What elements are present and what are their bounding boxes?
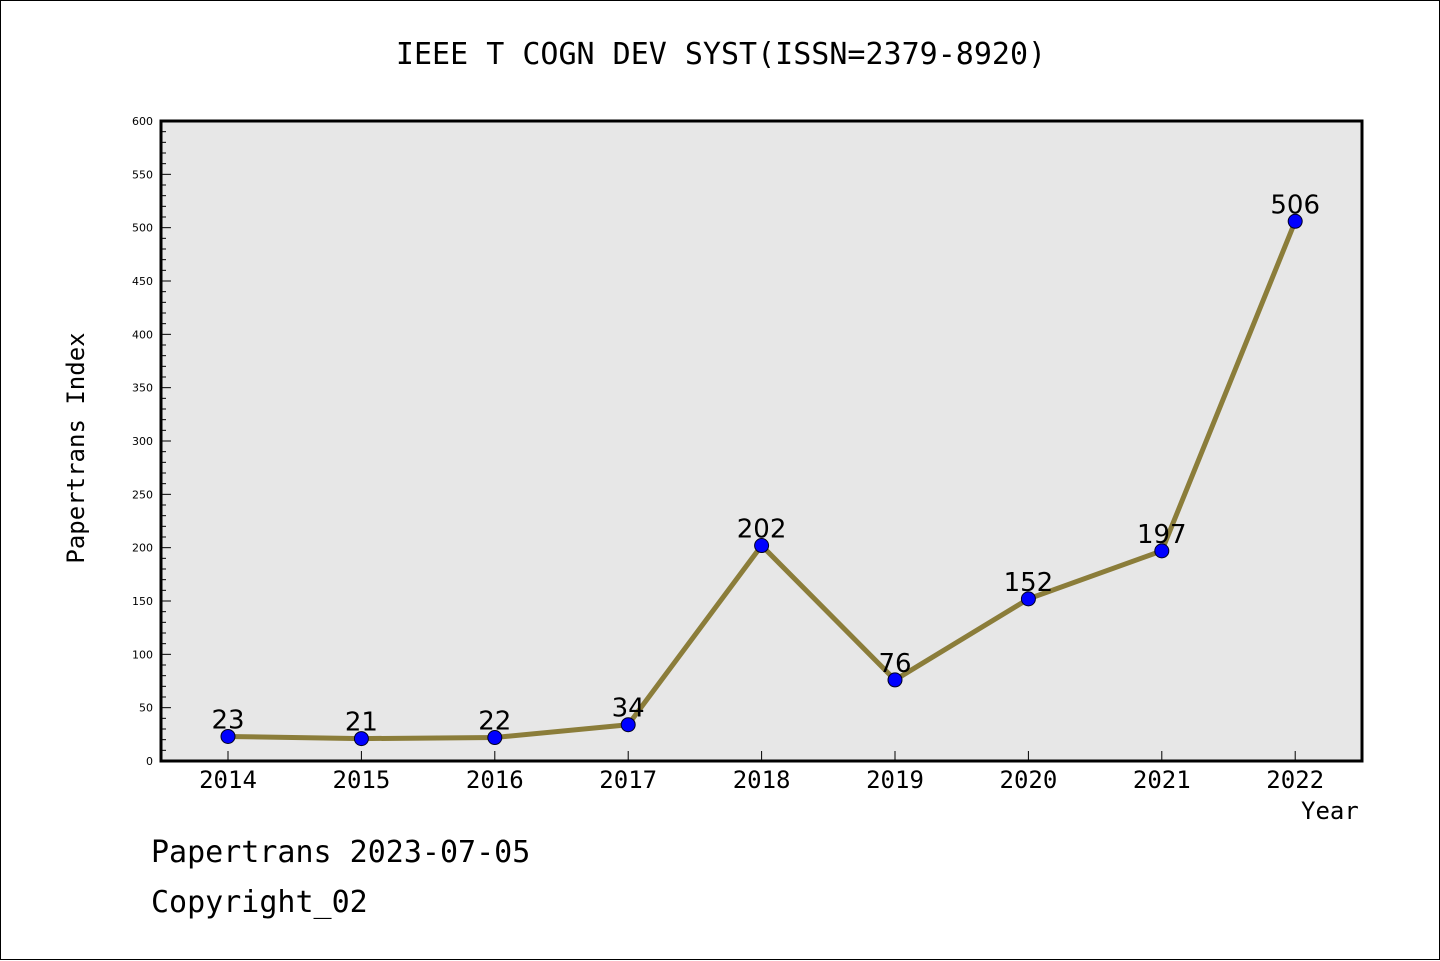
data-label: 21 bbox=[345, 708, 378, 738]
data-label: 152 bbox=[1004, 568, 1054, 598]
data-label: 22 bbox=[478, 707, 511, 737]
data-label: 23 bbox=[211, 705, 244, 735]
y-tick-label: 150 bbox=[132, 595, 153, 608]
chart-title: IEEE T COGN DEV SYST(ISSN=2379-8920) bbox=[395, 37, 1047, 72]
plot-border bbox=[159, 119, 1364, 763]
y-tick-label: 200 bbox=[132, 542, 153, 555]
y-tick-label: 350 bbox=[132, 382, 153, 395]
y-tick-label: 250 bbox=[132, 488, 153, 501]
y-tick-label: 100 bbox=[132, 648, 153, 661]
x-tick-label: 2014 bbox=[199, 766, 257, 794]
plot-area bbox=[161, 121, 1362, 761]
data-point bbox=[754, 538, 770, 554]
x-tick-label: 2020 bbox=[1000, 766, 1058, 794]
footer-copyright: Copyright_02 bbox=[151, 885, 368, 920]
data-point bbox=[220, 728, 236, 744]
footer-date: Papertrans 2023-07-05 bbox=[151, 835, 531, 870]
x-tick-label: 2021 bbox=[1133, 766, 1191, 794]
y-tick-label: 300 bbox=[132, 435, 153, 448]
data-point bbox=[620, 717, 636, 733]
x-axis-label: Year bbox=[1301, 797, 1359, 825]
x-tick-label: 2018 bbox=[733, 766, 791, 794]
data-point bbox=[353, 731, 369, 747]
data-point bbox=[487, 730, 503, 746]
x-tick-label: 2016 bbox=[466, 766, 524, 794]
data-point bbox=[887, 672, 903, 688]
y-tick-label: 0 bbox=[146, 755, 153, 768]
data-label: 34 bbox=[612, 694, 645, 724]
y-tick-label: 500 bbox=[132, 222, 153, 235]
x-tick-label: 2019 bbox=[866, 766, 924, 794]
data-label: 76 bbox=[878, 649, 911, 679]
data-point bbox=[1154, 543, 1170, 559]
y-tick-label: 50 bbox=[139, 702, 153, 715]
x-tick-label: 2017 bbox=[599, 766, 657, 794]
y-tick-label: 450 bbox=[132, 275, 153, 288]
y-tick-label: 600 bbox=[132, 115, 153, 128]
x-tick-label: 2015 bbox=[333, 766, 391, 794]
data-point bbox=[1020, 591, 1036, 607]
data-label: 197 bbox=[1137, 520, 1187, 550]
y-tick-label: 550 bbox=[132, 168, 153, 181]
y-tick-label: 400 bbox=[132, 328, 153, 341]
x-tick-label: 2022 bbox=[1266, 766, 1324, 794]
data-label: 202 bbox=[737, 515, 787, 545]
data-point bbox=[1287, 213, 1303, 229]
data-label: 506 bbox=[1270, 190, 1320, 220]
